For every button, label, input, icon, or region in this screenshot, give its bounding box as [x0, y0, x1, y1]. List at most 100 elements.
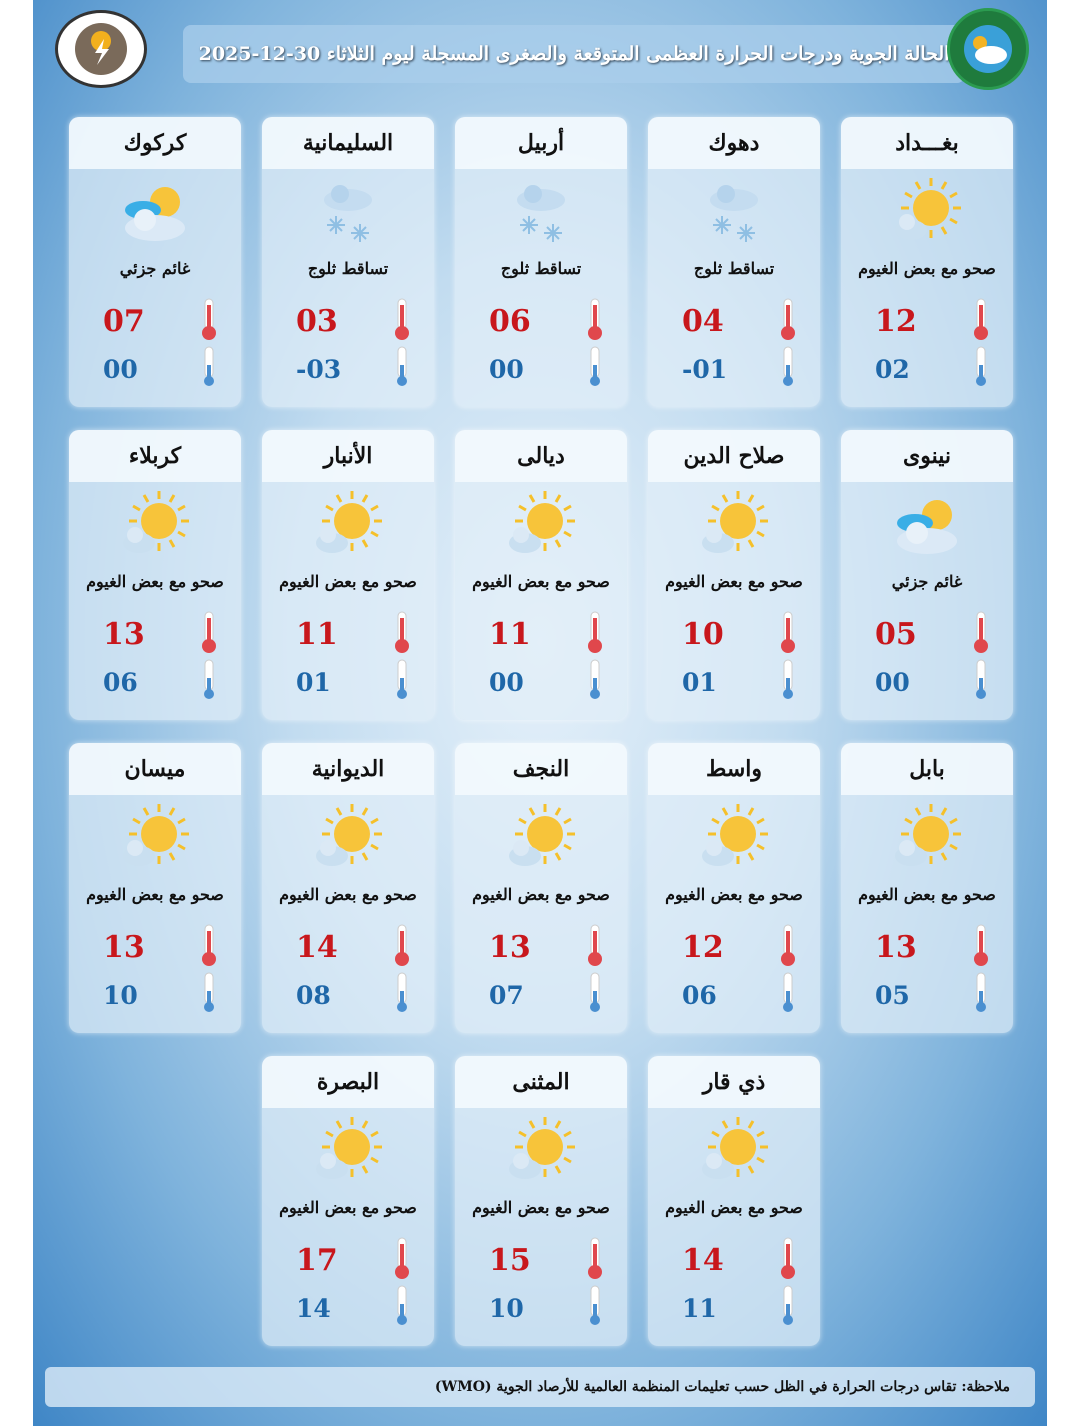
weather-condition: صحو مع بعض الغيوم: [279, 885, 417, 904]
max-temp: 07: [103, 303, 145, 339]
thermometer-cold-icon: [392, 1284, 412, 1332]
weather-condition: صحو مع بعض الغيوم: [858, 259, 996, 278]
city-card: ديالى صحو مع بعض الغيوم 11 00: [455, 430, 627, 720]
max-temp: 13: [103, 929, 145, 965]
city-name: ميسان: [69, 743, 241, 795]
min-temp: 06: [103, 667, 138, 697]
weather-condition: صحو مع بعض الغيوم: [472, 885, 610, 904]
sun-cloud-icon: [69, 482, 241, 572]
max-temp: 04: [682, 303, 724, 339]
sun-cloud-icon: [648, 1108, 820, 1198]
min-temp: 05: [875, 980, 910, 1010]
meteorology-org-logo: [947, 8, 1029, 90]
max-temp: 12: [875, 303, 917, 339]
thermometer-cold-icon: [392, 345, 412, 393]
city-card: دهوك تساقط ثلوج 04 -01: [648, 117, 820, 407]
min-temp: 02: [875, 354, 910, 384]
weather-condition: تساقط ثلوج: [693, 259, 775, 278]
min-temp: 00: [875, 667, 910, 697]
thermometer-hot-icon: [778, 610, 798, 658]
sun-cloud-icon: [455, 482, 627, 572]
city-card: بغـــداد صحو مع بعض الغيوم 12 02: [841, 117, 1013, 407]
thermometer-cold-icon: [971, 658, 991, 706]
min-temp: 00: [489, 354, 524, 384]
partly-cloudy-icon: [69, 169, 241, 259]
sun-cloud-icon: [841, 795, 1013, 885]
min-temp: -01: [682, 354, 728, 384]
city-card: بابل صحو مع بعض الغيوم 13 05: [841, 743, 1013, 1033]
city-card: ميسان صحو مع بعض الغيوم 13 10: [69, 743, 241, 1033]
city-cards: بغـــداد صحو مع بعض الغيوم 12 02 دهوك تسا…: [69, 117, 1013, 1346]
max-temp: 13: [875, 929, 917, 965]
max-temp: 14: [296, 929, 338, 965]
thermometer-hot-icon: [585, 923, 605, 971]
city-card: واسط صحو مع بعض الغيوم 12 06: [648, 743, 820, 1033]
thermometer-hot-icon: [199, 297, 219, 345]
max-temp: 12: [682, 929, 724, 965]
city-name: واسط: [648, 743, 820, 795]
thermometer-cold-icon: [585, 971, 605, 1019]
weather-condition: تساقط ثلوج: [500, 259, 582, 278]
min-temp: 08: [296, 980, 331, 1010]
max-temp: 17: [296, 1242, 338, 1278]
city-card: نينوى غائم جزئي 05 00: [841, 430, 1013, 720]
sun-cloud-icon: [262, 1108, 434, 1198]
city-card: الأنبار صحو مع بعض الغيوم 11 01: [262, 430, 434, 720]
page-title: الحالة الجوية ودرجات الحرارة العظمى المت…: [183, 25, 965, 83]
snow-icon: [262, 169, 434, 259]
city-name: دهوك: [648, 117, 820, 169]
max-temp: 13: [103, 616, 145, 652]
sun-cloud-icon: [262, 482, 434, 572]
min-temp: 01: [682, 667, 717, 697]
city-name: الأنبار: [262, 430, 434, 482]
weather-condition: غائم جزئي: [119, 259, 191, 278]
thermometer-hot-icon: [392, 1236, 412, 1284]
city-name: النجف: [455, 743, 627, 795]
city-name: البصرة: [262, 1056, 434, 1108]
weather-condition: صحو مع بعض الغيوم: [472, 572, 610, 591]
city-name: كربلاء: [69, 430, 241, 482]
thermometer-cold-icon: [392, 971, 412, 1019]
max-temp: 10: [682, 616, 724, 652]
max-temp: 14: [682, 1242, 724, 1278]
partly-cloudy-icon: [841, 482, 1013, 572]
thermometer-hot-icon: [971, 923, 991, 971]
max-temp: 11: [296, 616, 338, 652]
weather-condition: صحو مع بعض الغيوم: [472, 1198, 610, 1217]
max-temp: 03: [296, 303, 338, 339]
city-name: صلاح الدين: [648, 430, 820, 482]
thermometer-cold-icon: [778, 345, 798, 393]
city-name: ذي قار: [648, 1056, 820, 1108]
city-card: البصرة صحو مع بعض الغيوم 17 14: [262, 1056, 434, 1346]
min-temp: 00: [103, 354, 138, 384]
thermometer-hot-icon: [585, 1236, 605, 1284]
max-temp: 05: [875, 616, 917, 652]
weather-condition: صحو مع بعض الغيوم: [86, 885, 224, 904]
weather-condition: صحو مع بعض الغيوم: [665, 1198, 803, 1217]
thermometer-hot-icon: [392, 297, 412, 345]
city-card: كربلاء صحو مع بعض الغيوم 13 06: [69, 430, 241, 720]
thermometer-cold-icon: [971, 345, 991, 393]
city-name: كركوك: [69, 117, 241, 169]
city-name: الديوانية: [262, 743, 434, 795]
sun-cloud-icon: [455, 795, 627, 885]
forecast-poster: الحالة الجوية ودرجات الحرارة العظمى المت…: [33, 0, 1047, 1426]
sun-cloud-icon: [262, 795, 434, 885]
min-temp: 14: [296, 1293, 331, 1323]
thermometer-hot-icon: [778, 297, 798, 345]
thermometer-hot-icon: [199, 610, 219, 658]
min-temp: 01: [296, 667, 331, 697]
city-name: بغـــداد: [841, 117, 1013, 169]
thermometer-cold-icon: [778, 971, 798, 1019]
city-name: المثنى: [455, 1056, 627, 1108]
city-card: السليمانية تساقط ثلوج 03 -03: [262, 117, 434, 407]
min-temp: -03: [296, 354, 342, 384]
min-temp: 00: [489, 667, 524, 697]
thermometer-cold-icon: [585, 345, 605, 393]
min-temp: 10: [103, 980, 138, 1010]
sun-cloud-icon: [648, 795, 820, 885]
thermometer-cold-icon: [971, 971, 991, 1019]
sun-cloud-icon: [648, 482, 820, 572]
max-temp: 06: [489, 303, 531, 339]
weather-condition: صحو مع بعض الغيوم: [86, 572, 224, 591]
